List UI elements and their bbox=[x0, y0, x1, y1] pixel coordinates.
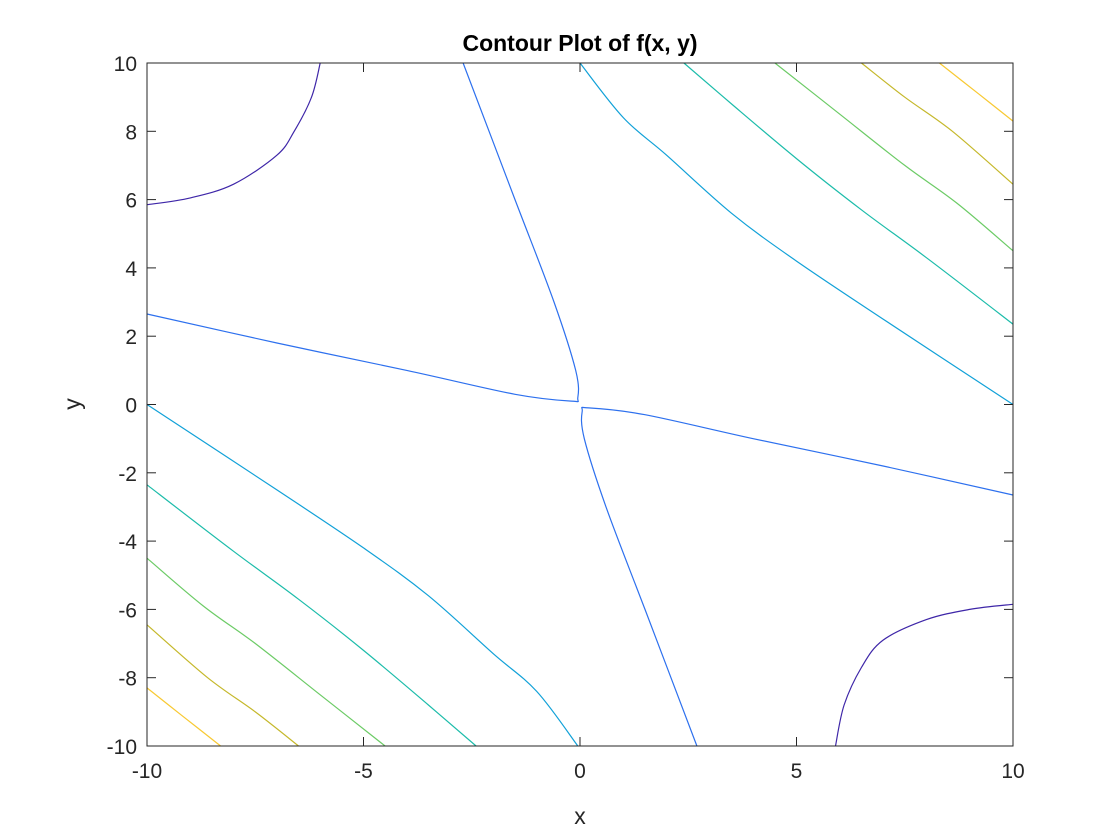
contour-line-level-7-13 bbox=[146, 687, 221, 747]
contour-line-level-2-3 bbox=[580, 406, 1014, 747]
y-tick-label: 10 bbox=[114, 53, 137, 76]
contour-line-level-3-4 bbox=[579, 62, 1014, 406]
contour-line-level-1-1 bbox=[834, 603, 1014, 747]
y-tick-label: -8 bbox=[118, 668, 137, 691]
contour-line-level-2-2 bbox=[146, 62, 580, 403]
y-tick-label: 8 bbox=[125, 121, 137, 144]
contour-line-level-7-12 bbox=[939, 62, 1014, 122]
x-tick-label: 0 bbox=[574, 760, 586, 783]
y-tick-label: 2 bbox=[125, 326, 137, 349]
chart-title: Contour Plot of f(x, y) bbox=[462, 30, 697, 56]
x-tick-label: -5 bbox=[354, 760, 373, 783]
contour-line-level-5-9 bbox=[146, 557, 386, 747]
y-tick-label: -4 bbox=[118, 531, 137, 554]
x-axis-label: x bbox=[574, 803, 586, 829]
y-tick-label: -10 bbox=[107, 736, 137, 759]
contour-line-level-4-7 bbox=[146, 484, 477, 747]
contour-line-level-5-8 bbox=[774, 62, 1014, 252]
y-tick-label: 0 bbox=[125, 395, 137, 418]
contour-line-level-6-11 bbox=[146, 624, 299, 747]
contour-line-level-4-6 bbox=[683, 62, 1014, 325]
y-axis-label: y bbox=[59, 398, 85, 410]
plot-frame bbox=[146, 62, 1014, 747]
y-tick-label: -2 bbox=[118, 463, 137, 486]
y-tick-label: 4 bbox=[125, 258, 137, 281]
y-tick-label: 6 bbox=[125, 190, 137, 213]
contour-line-level-6-10 bbox=[861, 62, 1014, 185]
tick-layer: -10 -5 0 5 10 -10 -8 -6 -4 -2 0 2 4 6 8 10 bbox=[107, 53, 1025, 783]
contour-line-level-3-5 bbox=[146, 403, 579, 747]
x-tick-label: 5 bbox=[791, 760, 803, 783]
x-tick-label: 10 bbox=[1001, 760, 1024, 783]
contour-layer bbox=[146, 62, 1014, 747]
x-tick-label: -10 bbox=[132, 760, 162, 783]
contour-line-level-1-0 bbox=[146, 62, 321, 206]
y-tick-label: -6 bbox=[118, 599, 137, 622]
plot-area bbox=[147, 63, 1013, 746]
